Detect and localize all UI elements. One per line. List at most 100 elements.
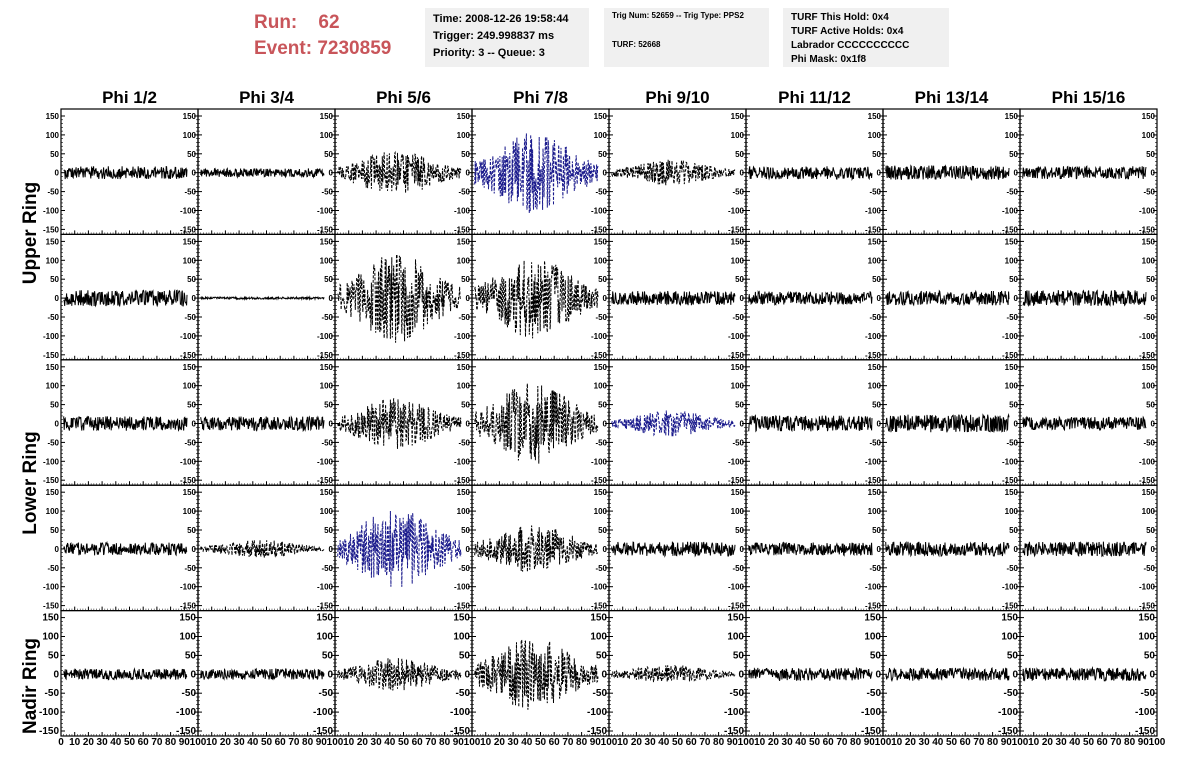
waveform-trace-r2c5 (749, 416, 872, 432)
y-tick-label: 0 (329, 169, 334, 178)
y-tick-label: 150 (320, 363, 334, 372)
y-tick-label: -100 (176, 707, 196, 718)
y-tick-label: -50 (595, 313, 607, 322)
y-tick-label: 100 (1005, 256, 1019, 265)
y-tick-label: 0 (877, 294, 882, 303)
y-tick-label: 100 (1142, 382, 1156, 391)
waveform-trace-r4c0 (64, 669, 187, 680)
y-tick-label: -100 (43, 207, 60, 216)
y-tick-label: -100 (43, 457, 60, 466)
y-tick-label: 0 (740, 169, 745, 178)
y-tick-label: -50 (1006, 313, 1018, 322)
y-tick-label: -150 (176, 726, 196, 737)
y-tick-label: -50 (1143, 313, 1155, 322)
waveform-trace-r0c5 (749, 166, 872, 179)
y-tick-label: 50 (324, 150, 333, 159)
y-tick-label: -50 (869, 564, 881, 573)
y-tick-label: 100 (731, 382, 745, 391)
y-tick-label: 50 (872, 275, 881, 284)
y-tick-label: -100 (39, 707, 59, 718)
y-tick-label: -150 (454, 351, 471, 360)
y-tick-label: -100 (591, 207, 608, 216)
y-tick-label: -150 (591, 476, 608, 485)
y-tick-label: 100 (1142, 507, 1156, 516)
y-tick-label: 150 (1005, 112, 1019, 121)
y-tick-label: 150 (320, 237, 334, 246)
waveform-trace-r3c7 (1023, 542, 1146, 556)
y-tick-label: -50 (869, 313, 881, 322)
y-tick-label: 0 (329, 294, 334, 303)
y-tick-label: -150 (865, 476, 882, 485)
y-tick-label: -150 (728, 476, 745, 485)
y-tick-label: 0 (740, 294, 745, 303)
y-tick-label: 0 (192, 294, 197, 303)
y-tick-label: 50 (872, 401, 881, 410)
y-tick-label: 0 (1014, 169, 1019, 178)
y-tick-label: 50 (185, 650, 197, 661)
y-tick-label: 100 (183, 131, 197, 140)
y-tick-label: 0 (1151, 420, 1156, 429)
waveform-trace-r0c1 (201, 168, 324, 177)
y-tick-label: -150 (591, 351, 608, 360)
waveform-trace-r1c2 (338, 254, 461, 342)
y-tick-label: 0 (466, 420, 471, 429)
y-tick-label: -150 (454, 225, 471, 234)
y-tick-label: 100 (183, 382, 197, 391)
waveform-trace-r0c2 (338, 152, 461, 193)
y-tick-label: 150 (1142, 237, 1156, 246)
y-tick-label: 0 (877, 169, 882, 178)
y-tick-label: 50 (187, 401, 196, 410)
y-tick-label: 0 (1151, 545, 1156, 554)
y-tick-label: 100 (46, 382, 60, 391)
panel-frame-r3c3 (472, 485, 609, 610)
y-tick-label: 150 (731, 363, 745, 372)
y-tick-label: 0 (1014, 545, 1019, 554)
y-tick-label: 150 (731, 237, 745, 246)
y-tick-label: 150 (868, 488, 882, 497)
y-tick-label: 150 (46, 488, 60, 497)
y-tick-label: 150 (320, 112, 334, 121)
y-tick-label: -50 (869, 188, 881, 197)
y-tick-label: 0 (466, 294, 471, 303)
y-tick-label: 0 (1014, 420, 1019, 429)
y-tick-label: -150 (43, 351, 60, 360)
y-tick-label: 100 (320, 131, 334, 140)
y-tick-label: 0 (55, 294, 60, 303)
waveform-trace-r0c7 (1023, 166, 1146, 179)
y-tick-label: -150 (591, 225, 608, 234)
y-tick-label: 150 (1142, 363, 1156, 372)
y-tick-label: -100 (180, 583, 197, 592)
y-tick-label: 0 (55, 169, 60, 178)
y-tick-label: 150 (868, 112, 882, 121)
y-tick-label: 100 (179, 632, 196, 643)
y-tick-label: 100 (594, 131, 608, 140)
y-tick-label: 100 (731, 256, 745, 265)
waveform-trace-r2c2 (338, 398, 461, 449)
y-tick-label: -100 (728, 583, 745, 592)
y-tick-label: 50 (872, 150, 881, 159)
y-tick-label: 0 (192, 169, 197, 178)
y-tick-label: 100 (1142, 131, 1156, 140)
y-tick-label: -100 (454, 583, 471, 592)
y-tick-label: 100 (320, 382, 334, 391)
y-tick-label: 150 (183, 488, 197, 497)
y-tick-label: -50 (47, 564, 59, 573)
y-tick-label: -150 (180, 602, 197, 611)
y-tick-label: 50 (735, 526, 744, 535)
y-tick-label: 50 (48, 650, 60, 661)
y-tick-label: 150 (183, 237, 197, 246)
y-tick-label: 150 (46, 363, 60, 372)
y-tick-label: -100 (1002, 583, 1019, 592)
y-tick-label: 0 (329, 545, 334, 554)
y-tick-label: 100 (731, 131, 745, 140)
y-tick-label: -150 (865, 225, 882, 234)
waveform-trace-r2c1 (201, 417, 324, 431)
y-tick-label: 0 (192, 420, 197, 429)
y-tick-label: -50 (1143, 438, 1155, 447)
y-tick-label: 0 (1014, 294, 1019, 303)
y-tick-label: 150 (594, 237, 608, 246)
y-tick-label: -100 (728, 332, 745, 341)
waveform-trace-r3c2 (338, 511, 461, 587)
y-tick-label: -100 (728, 207, 745, 216)
y-tick-label: 50 (324, 275, 333, 284)
